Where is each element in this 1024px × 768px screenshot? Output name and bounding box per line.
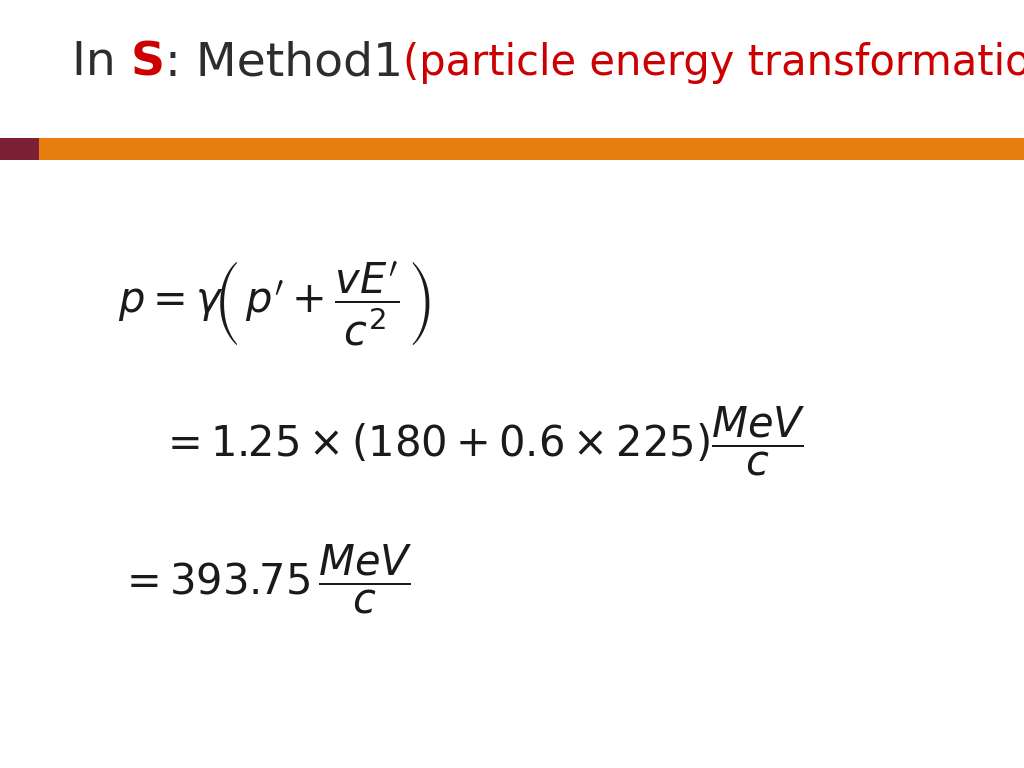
Text: S: S bbox=[131, 40, 165, 85]
Text: (particle energy transformation): (particle energy transformation) bbox=[403, 42, 1024, 84]
Bar bbox=[0, 138, 39, 160]
Text: $= 393.75\,\dfrac{MeV}{c}$: $= 393.75\,\dfrac{MeV}{c}$ bbox=[118, 543, 413, 617]
Text: $= 1.25 \times \left(180 + 0.6 \times 225\right)\dfrac{MeV}{c}$: $= 1.25 \times \left(180 + 0.6 \times 22… bbox=[159, 405, 806, 478]
Text: In: In bbox=[72, 40, 131, 85]
Bar bbox=[39, 138, 1024, 160]
Text: : Method1: : Method1 bbox=[165, 40, 403, 85]
Text: $p = \gamma\!\left(\, p^{\prime} + \dfrac{vE^{\prime}}{c^2} \,\right)$: $p = \gamma\!\left(\, p^{\prime} + \dfra… bbox=[118, 259, 431, 348]
